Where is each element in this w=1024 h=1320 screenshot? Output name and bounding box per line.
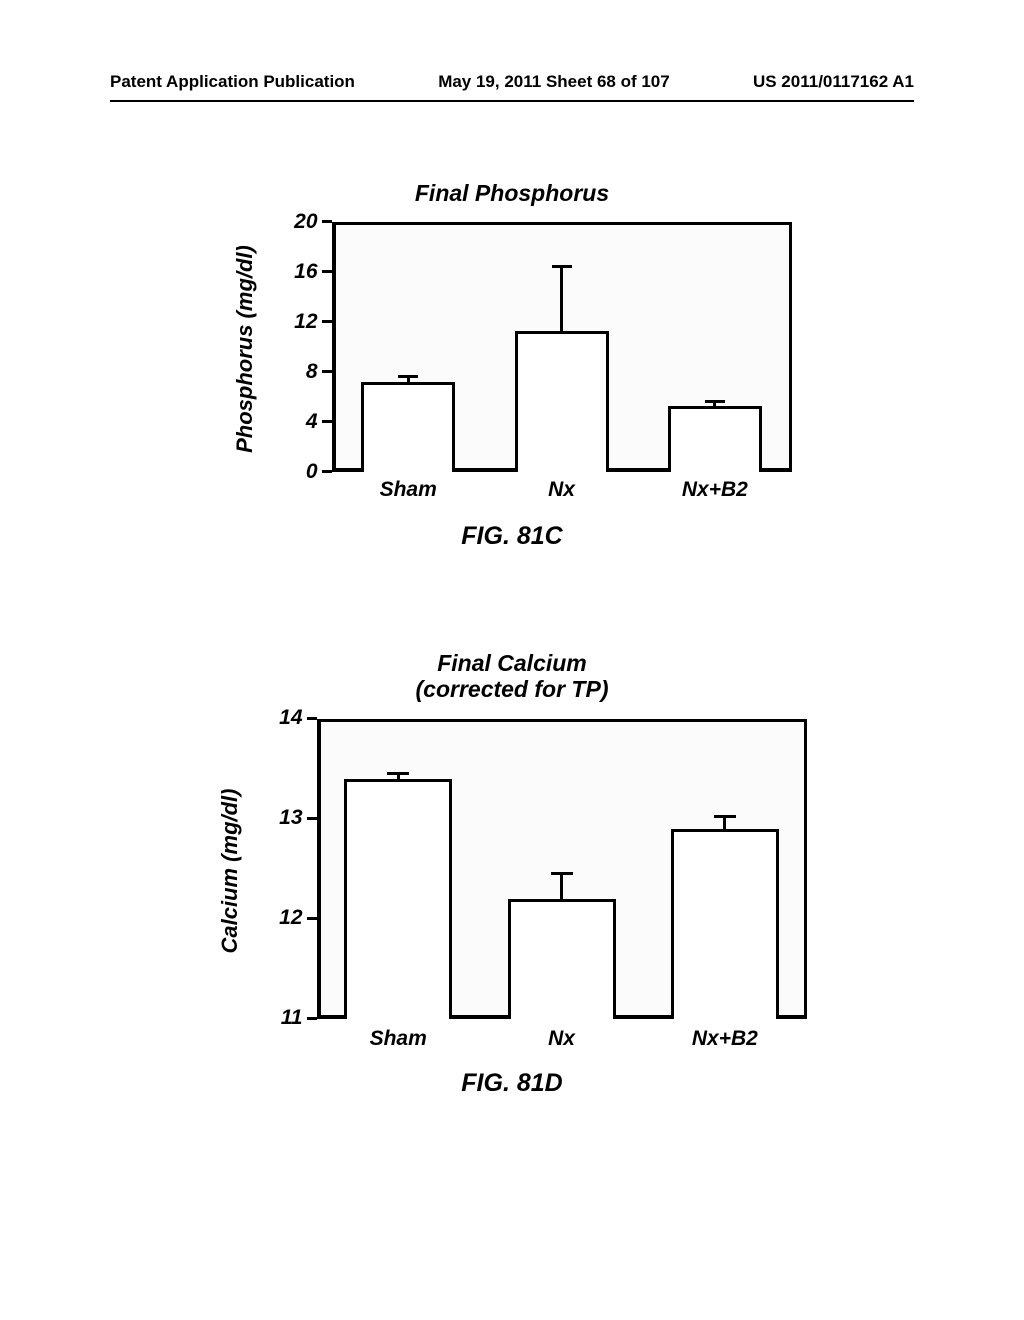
- y-tick-label: 8: [284, 360, 318, 384]
- y-axis-label: Calcium (mg/dl): [217, 721, 243, 1021]
- y-tick: [322, 320, 332, 323]
- error-bar-cap: [398, 375, 418, 378]
- error-bar-stem: [723, 817, 726, 829]
- page: Patent Application Publication May 19, 2…: [0, 0, 1024, 1320]
- page-header: Patent Application Publication May 19, 2…: [110, 72, 914, 92]
- category-label: Nx+B2: [682, 478, 748, 502]
- chart-title-calcium-line1: Final Calcium: [437, 650, 587, 676]
- y-tick: [307, 817, 317, 820]
- chart-title-calcium-line2: (corrected for TP): [416, 676, 609, 702]
- y-tick-label: 12: [269, 906, 303, 930]
- chart-title-phosphorus: Final Phosphorus: [415, 180, 609, 206]
- y-axis: [332, 222, 336, 472]
- bar: [344, 779, 452, 1019]
- y-tick: [307, 917, 317, 920]
- bar: [671, 829, 779, 1019]
- error-bar-stem: [560, 874, 563, 899]
- bar: [515, 331, 609, 472]
- category-label: Nx: [548, 478, 575, 502]
- y-tick-label: 0: [284, 460, 318, 484]
- y-tick: [322, 220, 332, 223]
- y-tick: [307, 717, 317, 720]
- category-label: Nx+B2: [692, 1027, 758, 1051]
- bar: [668, 406, 762, 472]
- category-label: Sham: [370, 1027, 427, 1051]
- y-tick: [322, 270, 332, 273]
- error-bar-cap: [387, 772, 409, 775]
- figure-caption-81d: FIG. 81D: [461, 1069, 562, 1098]
- y-axis-label: Phosphorus (mg/dl): [232, 224, 258, 474]
- figure-81c: Final Phosphorus Phosphorus (mg/dl) 0 4 8 12…: [0, 180, 1024, 551]
- y-tick-label: 12: [284, 310, 318, 334]
- y-tick-label: 4: [284, 410, 318, 434]
- y-tick-label: 16: [284, 260, 318, 284]
- figure-81d: Final Calcium (corrected for TP) Calcium…: [0, 650, 1024, 1098]
- figure-caption-81c: FIG. 81C: [461, 522, 562, 551]
- y-tick-label: 11: [269, 1006, 303, 1030]
- category-label: Nx: [548, 1027, 575, 1051]
- y-tick: [322, 470, 332, 473]
- y-tick-label: 14: [269, 706, 303, 730]
- chart-phosphorus: Phosphorus (mg/dl) 0 4 8 12 16 20 Sham Nx Nx+B2: [227, 212, 798, 512]
- y-tick: [322, 370, 332, 373]
- error-bar-stem: [560, 266, 563, 331]
- y-tick: [307, 1017, 317, 1020]
- error-bar-cap: [714, 815, 736, 818]
- header-left: Patent Application Publication: [110, 72, 355, 92]
- header-center: May 19, 2011 Sheet 68 of 107: [438, 72, 670, 92]
- header-rule: [110, 100, 914, 102]
- error-bar-cap: [551, 872, 573, 875]
- y-tick-label: 20: [284, 210, 318, 234]
- y-tick-label: 13: [269, 806, 303, 830]
- bar: [361, 382, 455, 472]
- error-bar-cap: [705, 400, 725, 403]
- y-axis: [317, 719, 321, 1019]
- chart-title-calcium: Final Calcium (corrected for TP): [416, 650, 609, 703]
- category-label: Sham: [380, 478, 437, 502]
- error-bar-cap: [552, 265, 572, 268]
- chart-calcium: Calcium (mg/dl) 11 12 13 14 Sham Nx Nx+B2: [212, 709, 813, 1059]
- header-right: US 2011/0117162 A1: [753, 72, 914, 92]
- bar: [508, 899, 616, 1019]
- y-tick: [322, 420, 332, 423]
